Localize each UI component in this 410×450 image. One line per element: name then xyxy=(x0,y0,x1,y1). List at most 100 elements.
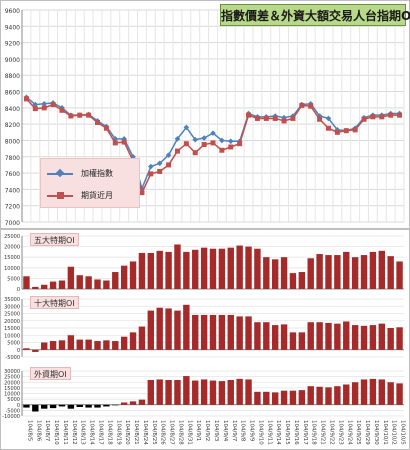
x-tick-label: 104/9/9 xyxy=(249,420,255,442)
bar-1 xyxy=(263,322,270,350)
x-tick-label: 104/9/4 xyxy=(222,420,228,442)
bar-y-tick-label: 5000 xyxy=(7,341,20,347)
bar-1 xyxy=(218,314,226,350)
data-point-futures xyxy=(192,150,198,156)
bar-y-tick-label: 5000 xyxy=(7,276,20,282)
data-point-futures xyxy=(361,116,367,122)
data-point-index xyxy=(156,160,163,167)
bar-2 xyxy=(227,380,234,405)
bar-1 xyxy=(369,325,377,350)
bar-1 xyxy=(156,307,163,350)
bar-0 xyxy=(209,248,217,289)
y-tick-label: 7000 xyxy=(5,220,20,227)
panel-label-foreign: 外資期OI xyxy=(30,367,71,380)
bar-0 xyxy=(112,272,119,289)
bar-1 xyxy=(85,339,92,350)
x-tick-label: 104/8/25 xyxy=(151,420,157,445)
data-point-futures xyxy=(388,112,394,118)
bar-2 xyxy=(147,380,155,405)
bar-2 xyxy=(307,386,314,405)
data-point-index xyxy=(148,163,154,170)
x-tick-label: 104/10/2 xyxy=(391,420,397,445)
chart-title: 指數價差＆外資大額交易人台指期OI xyxy=(221,9,410,23)
data-point-futures xyxy=(112,140,118,146)
bar-y-tick-label: 25000 xyxy=(4,234,20,240)
bar-2 xyxy=(49,404,57,409)
bar-1 xyxy=(67,335,75,350)
x-tick-label: 104/8/20 xyxy=(124,420,130,445)
bar-0 xyxy=(32,286,39,289)
data-point-index xyxy=(192,136,199,143)
bar-0 xyxy=(103,280,110,289)
x-tick-label: 104/8/17 xyxy=(98,420,104,445)
bar-1 xyxy=(58,340,66,350)
x-tick-label: 104/8/28 xyxy=(177,420,183,445)
bar-2 xyxy=(236,378,243,405)
bar-y-tick-label: -10000 xyxy=(2,414,20,420)
bar-1 xyxy=(200,314,208,350)
data-point-futures xyxy=(121,139,127,145)
x-tick-label: 104/10/5 xyxy=(400,420,406,445)
bar-2 xyxy=(316,386,323,405)
bar-0 xyxy=(271,259,279,289)
bar-2 xyxy=(218,381,226,405)
x-tick-label: 104/9/7 xyxy=(231,420,237,442)
data-point-futures xyxy=(246,112,252,118)
x-tick-label: 104/9/30 xyxy=(373,420,379,445)
bar-1 xyxy=(351,325,359,350)
bar-2 xyxy=(334,386,341,405)
bar-0 xyxy=(41,284,48,289)
bar-2 xyxy=(23,404,30,408)
bar-2 xyxy=(112,404,119,406)
data-point-futures xyxy=(237,141,243,147)
x-tick-label: 104/8/12 xyxy=(71,420,77,445)
data-point-futures xyxy=(397,112,403,118)
bar-2 xyxy=(351,382,359,405)
bar-0 xyxy=(245,246,252,289)
data-point-futures xyxy=(325,125,331,131)
bar-0 xyxy=(227,247,234,289)
bar-2 xyxy=(192,380,199,405)
bar-2 xyxy=(41,404,48,409)
x-tick-label: 104/9/18 xyxy=(311,420,317,445)
bar-1 xyxy=(334,323,341,350)
bar-y-tick-label: 0 xyxy=(17,348,20,354)
y-tick-label: 8200 xyxy=(5,122,20,129)
bar-0 xyxy=(67,266,75,289)
bar-1 xyxy=(147,310,155,350)
bar-y-tick-label: 0 xyxy=(17,287,20,293)
data-point-index xyxy=(174,136,181,142)
bar-1 xyxy=(209,314,217,350)
bar-2 xyxy=(254,391,261,405)
bar-1 xyxy=(396,327,403,350)
bar-1 xyxy=(271,325,279,350)
panel-label-top5: 五大特期OI xyxy=(30,233,79,246)
data-point-futures xyxy=(370,114,376,120)
bar-1 xyxy=(103,340,110,350)
bar-y-tick-label: 20000 xyxy=(4,380,20,386)
bar-1 xyxy=(227,314,234,350)
bar-y-tick-label: -5000 xyxy=(5,408,20,414)
bar-0 xyxy=(289,273,297,289)
x-tick-label: 104/8/27 xyxy=(169,420,175,445)
bar-1 xyxy=(289,332,297,350)
data-point-futures xyxy=(254,115,260,121)
x-tick-label: 104/9/22 xyxy=(328,420,334,445)
data-point-futures xyxy=(201,142,207,148)
bar-2 xyxy=(369,378,377,405)
y-tick-label: 8800 xyxy=(5,73,20,80)
bar-y-tick-label: 15000 xyxy=(4,326,20,332)
x-tick-label: 104/8/19 xyxy=(115,420,121,445)
x-tick-label: 104/9/16 xyxy=(293,420,299,445)
bar-y-tick-label: 25000 xyxy=(4,312,20,318)
bar-2 xyxy=(271,392,279,405)
bar-1 xyxy=(32,349,39,352)
data-point-futures xyxy=(23,96,29,102)
bar-0 xyxy=(343,251,350,289)
bar-2 xyxy=(32,404,39,412)
data-point-futures xyxy=(41,105,47,111)
data-point-futures xyxy=(68,113,74,119)
data-point-futures xyxy=(157,168,163,174)
x-tick-label: 104/8/6 xyxy=(35,420,41,442)
legend-label-index: 加權指數 xyxy=(81,169,113,178)
